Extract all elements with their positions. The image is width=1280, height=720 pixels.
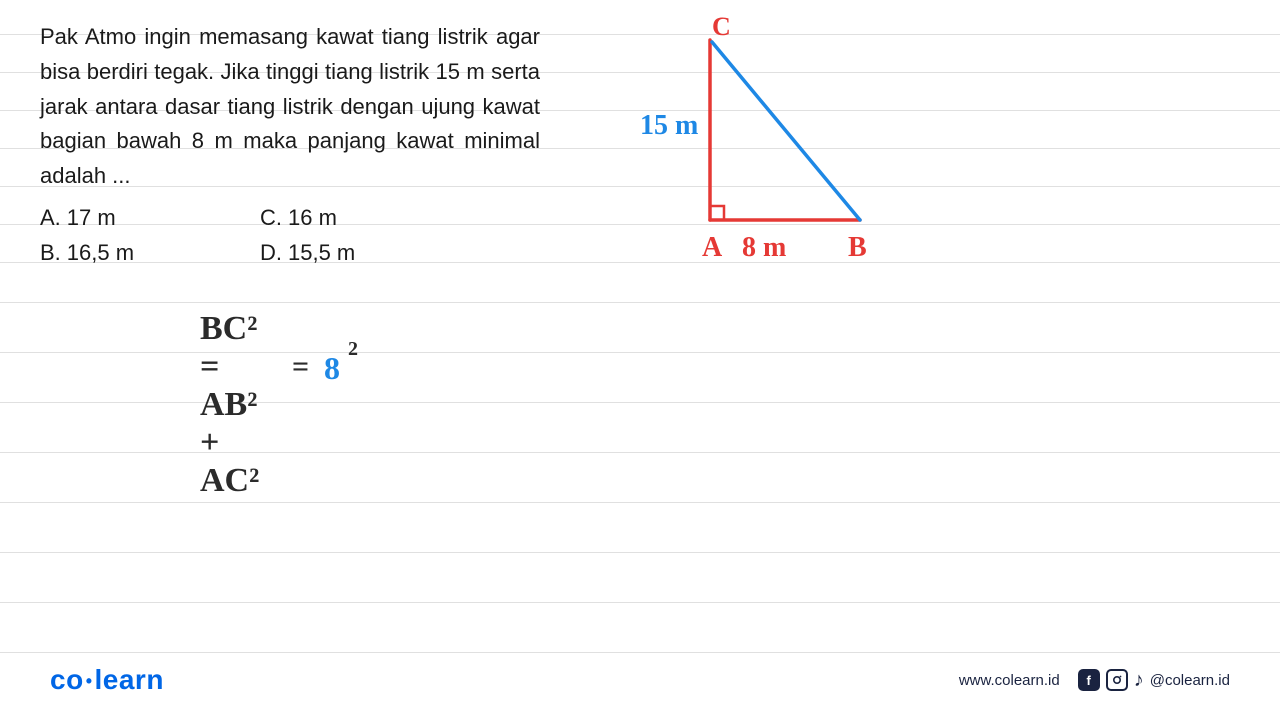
option-c: C. 16 m	[260, 200, 480, 235]
options: A. 17 m B. 16,5 m C. 16 m D. 15,5 m	[40, 200, 540, 270]
tiktok-icon: ♪	[1134, 669, 1144, 692]
logo: co•learn	[50, 664, 164, 696]
question-text: Pak Atmo ingin memasang kawat tiang list…	[40, 20, 540, 194]
option-d: D. 15,5 m	[260, 235, 480, 270]
work-exp2: 2	[348, 338, 358, 361]
triangle-diagram: C 15 m A 8 m B	[580, 20, 900, 280]
work-8: 8	[324, 350, 340, 387]
social-icons: f ♪ @colearn.id	[1078, 669, 1230, 692]
question-block: Pak Atmo ingin memasang kawat tiang list…	[40, 20, 540, 270]
facebook-icon: f	[1078, 669, 1100, 691]
footer-right: www.colearn.id f ♪ @colearn.id	[959, 669, 1230, 692]
work-line-1: BC² = AB² + AC²	[200, 310, 259, 500]
footer: co•learn www.colearn.id f ♪ @colearn.id	[0, 660, 1280, 700]
option-a: A. 17 m	[40, 200, 260, 235]
label-b: B	[848, 232, 867, 264]
instagram-icon	[1106, 669, 1128, 691]
work-eq: =	[292, 350, 309, 384]
option-b: B. 16,5 m	[40, 235, 260, 270]
label-height: 15 m	[640, 110, 698, 142]
footer-url: www.colearn.id	[959, 672, 1060, 689]
label-a: A	[702, 232, 722, 264]
label-c: C	[712, 12, 731, 42]
footer-handle: @colearn.id	[1150, 672, 1230, 689]
label-base: 8 m	[742, 232, 786, 264]
